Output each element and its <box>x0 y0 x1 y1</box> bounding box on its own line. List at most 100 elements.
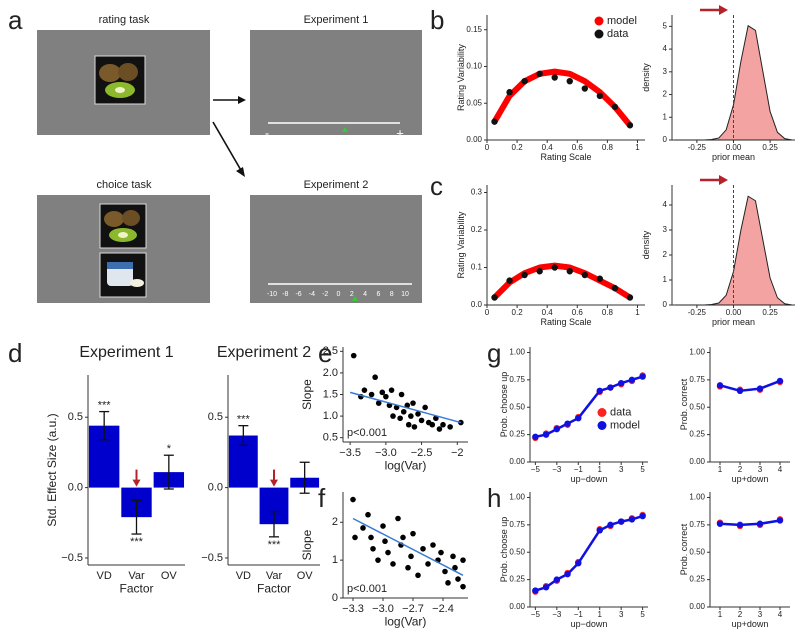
data-point <box>639 373 646 380</box>
data-point <box>410 530 416 537</box>
y-tick-label: −0.5 <box>61 552 83 564</box>
y-tick-label: 0.00 <box>509 457 525 466</box>
data-point <box>611 284 619 292</box>
data-point <box>736 387 744 395</box>
chart: 0.00 0.25 0.50 0.75 1.00 −5 −3 −1 1 3 5 up−down Prob… <box>499 347 648 484</box>
chart-title: Experiment 1 <box>79 344 173 361</box>
data-point <box>617 518 625 525</box>
data-point <box>415 411 421 417</box>
x-tick-label: VD <box>236 570 251 582</box>
data-point <box>398 391 405 398</box>
data-point <box>542 431 550 438</box>
density-area <box>674 195 793 306</box>
legend-marker <box>594 16 604 26</box>
y-tick-label: 0.5 <box>323 432 338 444</box>
data-point <box>756 520 764 527</box>
data-point <box>360 525 366 531</box>
x-tick-label: 0.8 <box>602 143 614 152</box>
x-tick-label: −2 <box>451 447 464 459</box>
x-tick-label: 5 <box>640 610 645 619</box>
data-point <box>581 271 589 279</box>
x-tick-label: 0.6 <box>572 143 584 152</box>
data-point <box>564 570 571 578</box>
x-tick-label: 1 <box>598 610 603 619</box>
data-point <box>756 385 764 392</box>
chart: 0.00 0.25 0.50 0.75 1.00 1 2 3 4 up+down Prob. cor… <box>679 492 790 629</box>
x-axis-label: Factor <box>119 581 153 595</box>
y-tick-label: 3 <box>663 67 668 76</box>
screen <box>250 195 422 303</box>
data-point <box>542 584 550 591</box>
y-tick-label: 0.00 <box>689 457 705 466</box>
data-point <box>422 404 428 411</box>
legend-label: data <box>607 28 629 40</box>
data-point <box>581 85 589 92</box>
x-tick-label: VD <box>97 570 112 582</box>
y-axis-label: Prob. correct <box>679 378 689 430</box>
y-tick-label: 0.0 <box>68 481 83 493</box>
label: choice task <box>96 179 152 191</box>
x-axis-label: Rating Scale <box>540 152 591 162</box>
data-point <box>368 391 375 398</box>
data-point <box>397 415 403 422</box>
annotation: p<0.001 <box>347 427 387 439</box>
data-point <box>617 379 625 387</box>
x-tick-label: 4 <box>778 465 783 474</box>
x-tick-label: −2.5 <box>411 447 433 459</box>
data-point <box>405 421 412 428</box>
y-tick-label: 0.0 <box>208 481 223 493</box>
x-tick-label: −3 <box>552 465 562 474</box>
x-axis-label: up−down <box>571 619 608 629</box>
y-tick-label: 0.0 <box>471 300 483 309</box>
significance: * <box>167 443 172 455</box>
chart: 0.0 0.1 0.2 0.3 0 0.2 0.4 0.6 0.8 1 Rating Scale Ra… <box>456 185 645 327</box>
y-tick-label: 1 <box>332 554 338 566</box>
data-point <box>438 549 444 556</box>
data-point <box>491 118 498 125</box>
x-tick-label: -0.25 <box>688 143 707 152</box>
data-point <box>776 517 784 524</box>
y-tick-label: 0.05 <box>466 98 482 107</box>
x-tick-label: 0 <box>485 143 490 152</box>
data-point <box>596 387 603 395</box>
y-tick-label: 0.5 <box>208 411 223 423</box>
yogurt-image <box>99 252 147 298</box>
scale-tick-label: 2 <box>350 291 354 298</box>
scale-tick-label: 0 <box>337 291 341 298</box>
data-point <box>776 377 784 385</box>
data-point <box>566 77 573 85</box>
x-tick-label: 3 <box>758 610 763 619</box>
data-point <box>551 74 558 81</box>
data-point <box>564 420 571 427</box>
y-tick-label: 0.25 <box>509 430 525 439</box>
data-point <box>639 512 646 520</box>
data-point <box>350 496 356 503</box>
data-point <box>372 374 378 381</box>
significance: *** <box>237 414 251 426</box>
shift-arrow-head <box>719 175 728 185</box>
panel-a-diagram: rating task choice task Experiment 1 Exp… <box>37 14 422 303</box>
y-tick-label: −0.5 <box>201 552 223 564</box>
y-tick-label: 3 <box>663 225 668 234</box>
x-tick-label: −5 <box>531 610 541 619</box>
data-point <box>596 92 604 100</box>
legend-label: data <box>610 406 632 418</box>
x-tick-label: 0.6 <box>572 308 584 317</box>
data-point <box>436 426 443 432</box>
data-point <box>458 419 464 426</box>
chart: 0.00 0.25 0.50 0.75 1.00 1 2 3 4 up+down Prob. cor… <box>679 347 790 484</box>
cursor <box>342 127 348 132</box>
cursor <box>352 296 358 301</box>
x-tick-label: 0.4 <box>542 143 554 152</box>
x-tick-label: 0.00 <box>726 143 742 152</box>
chart: 0.00 0.25 0.50 0.75 1.00 −5 −3 −1 1 3 5 up−down Prob… <box>499 492 648 629</box>
scale-end: - <box>265 125 269 140</box>
y-axis-label: Rating Variability <box>456 211 466 278</box>
label: rating task <box>99 14 150 26</box>
legend-label: model <box>610 419 640 431</box>
y-tick-label: 1.5 <box>323 388 338 400</box>
data-point <box>408 553 414 560</box>
x-tick-label: −1 <box>574 610 584 619</box>
y-tick-label: 2.0 <box>323 367 338 379</box>
